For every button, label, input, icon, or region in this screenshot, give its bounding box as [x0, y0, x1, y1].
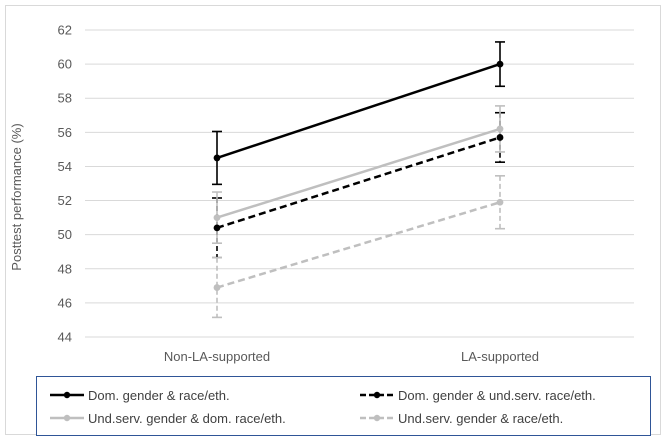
y-tick-label-44: 44: [58, 330, 72, 345]
series-line-4: [216, 201, 501, 289]
legend-marker-2: [360, 391, 394, 399]
x-tick-label-1: Non-LA-supported: [164, 349, 270, 364]
y-tick-label-56: 56: [58, 125, 72, 140]
series-lines: [216, 62, 501, 289]
series-line-3: [216, 127, 501, 219]
gridlines: [85, 29, 634, 338]
y-tick-label-54: 54: [58, 159, 72, 174]
data-point-s3-1: [213, 214, 221, 222]
y-axis-label: Posttest performance (%): [9, 123, 24, 270]
error-bars: [212, 41, 505, 319]
y-tick-label-50: 50: [58, 227, 72, 242]
legend-marker-1: [50, 391, 84, 399]
legend-item-1: Dom. gender & race/eth.: [49, 384, 230, 406]
legend-label-3: Und.serv. gender & dom. race/eth.: [88, 410, 286, 426]
legend-item-2: Dom. gender & und.serv. race/eth.: [359, 384, 596, 406]
error-bar-s4-1: [212, 256, 222, 319]
legend-label-4: Und.serv. gender & race/eth.: [398, 410, 564, 426]
y-tick-label-48: 48: [58, 261, 72, 276]
y-tick-label-62: 62: [58, 23, 72, 38]
data-points: [213, 60, 504, 291]
legend-label-2: Dom. gender & und.serv. race/eth.: [398, 387, 596, 403]
legend-label-1: Dom. gender & race/eth.: [88, 387, 230, 403]
x-tick-labels: Non-LA-supported LA-supported: [164, 349, 539, 364]
legend-item-3: Und.serv. gender & dom. race/eth.: [49, 407, 286, 429]
x-tick-label-2: LA-supported: [461, 349, 539, 364]
y-tick-label-46: 46: [58, 295, 72, 310]
y-tick-label-60: 60: [58, 57, 72, 72]
data-point-s3-2: [496, 125, 504, 133]
data-point-s1-1: [213, 154, 221, 162]
chart-legend: Dom. gender & race/eth. Dom. gender & un…: [36, 376, 651, 436]
data-point-s4-1: [213, 284, 221, 291]
data-point-s1-2: [496, 60, 504, 68]
data-point-s2-1: [213, 224, 221, 232]
series-line-1: [216, 62, 501, 160]
y-tick-label-58: 58: [58, 91, 72, 106]
legend-marker-4: [360, 414, 394, 422]
y-tick-labels: 44 46 48 50 52 54 56 58 60 62: [58, 23, 72, 345]
data-point-s2-2: [496, 134, 504, 141]
y-tick-label-52: 52: [58, 193, 72, 208]
series-line-2: [216, 136, 501, 230]
legend-marker-3: [50, 414, 84, 422]
legend-item-4: Und.serv. gender & race/eth.: [359, 407, 563, 429]
data-point-s4-2: [496, 198, 504, 206]
